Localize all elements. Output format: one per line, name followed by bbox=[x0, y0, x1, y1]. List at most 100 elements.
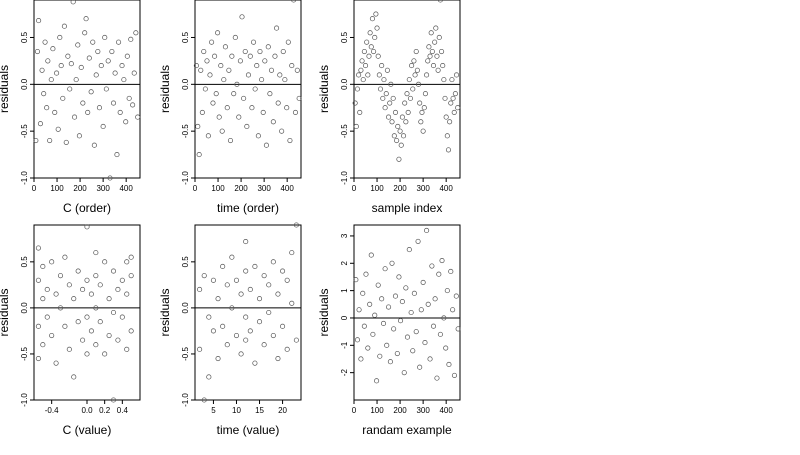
y-tick-label: -0.5 bbox=[340, 124, 349, 138]
plot-frame bbox=[353, 0, 461, 179]
data-point bbox=[291, 0, 297, 3]
data-point bbox=[68, 61, 74, 67]
y-tick-label: -1.0 bbox=[340, 171, 349, 185]
y-tick-label: 0.0 bbox=[181, 78, 190, 90]
data-point bbox=[374, 25, 380, 31]
y-tick-label: 3 bbox=[340, 233, 349, 238]
data-point bbox=[201, 273, 207, 279]
data-point bbox=[259, 77, 265, 83]
y-tick-label: 0.0 bbox=[340, 78, 349, 90]
data-point bbox=[131, 70, 137, 76]
data-point bbox=[399, 299, 405, 305]
x-tick-label: 200 bbox=[393, 406, 407, 415]
data-point bbox=[57, 305, 64, 311]
data-point bbox=[386, 114, 392, 120]
data-point bbox=[80, 286, 86, 293]
data-point bbox=[52, 109, 58, 115]
x-tick-label: 300 bbox=[416, 406, 430, 415]
data-point bbox=[50, 46, 56, 52]
data-point bbox=[239, 14, 245, 20]
data-point bbox=[359, 58, 365, 64]
x-tick-label: 100 bbox=[370, 406, 384, 415]
data-point bbox=[86, 55, 92, 61]
data-point bbox=[413, 329, 419, 335]
data-point bbox=[65, 53, 71, 59]
x-tick-label: 0 bbox=[352, 184, 357, 193]
data-point bbox=[373, 11, 379, 17]
data-point bbox=[71, 296, 77, 302]
x-tick-label: 200 bbox=[73, 184, 87, 193]
data-point bbox=[222, 44, 228, 50]
data-point bbox=[80, 337, 86, 343]
data-point bbox=[358, 356, 364, 362]
data-point bbox=[210, 100, 216, 106]
data-point bbox=[62, 254, 68, 260]
data-point bbox=[441, 315, 447, 321]
data-point bbox=[375, 282, 381, 288]
data-point bbox=[227, 137, 234, 144]
data-point bbox=[62, 323, 68, 329]
data-point bbox=[130, 102, 136, 108]
data-point bbox=[267, 91, 273, 97]
data-point bbox=[294, 67, 300, 73]
x-tick-label: 400 bbox=[439, 184, 453, 193]
data-point bbox=[255, 133, 261, 139]
data-point bbox=[289, 300, 295, 306]
data-point bbox=[280, 48, 286, 55]
y-tick-label: 0.5 bbox=[181, 256, 190, 268]
data-point bbox=[439, 257, 445, 264]
data-point bbox=[93, 305, 99, 311]
x-tick-label: 10 bbox=[232, 406, 241, 415]
panel-randam-example: 0 100 200 300 400 -2 -1 0 1 2 3 randam example resid… bbox=[317, 224, 461, 437]
data-point bbox=[83, 16, 89, 22]
data-point bbox=[384, 67, 390, 73]
data-point bbox=[219, 128, 225, 134]
data-point bbox=[256, 319, 263, 325]
data-point bbox=[434, 375, 440, 381]
data-point bbox=[100, 123, 106, 130]
data-point bbox=[451, 109, 457, 115]
data-point bbox=[67, 86, 73, 92]
plot-frame bbox=[33, 224, 141, 401]
data-point bbox=[40, 296, 46, 302]
data-point bbox=[39, 67, 45, 73]
data-point bbox=[451, 372, 458, 378]
data-point bbox=[396, 156, 402, 162]
data-point bbox=[358, 67, 364, 73]
data-point bbox=[84, 277, 90, 283]
data-point bbox=[415, 81, 422, 87]
data-point bbox=[124, 259, 130, 265]
y-tick-label: 0.5 bbox=[20, 31, 29, 43]
data-point bbox=[95, 48, 101, 55]
data-point bbox=[352, 100, 358, 106]
y-tick-label: 0.5 bbox=[20, 256, 29, 268]
data-point bbox=[364, 39, 370, 45]
data-point bbox=[197, 346, 203, 352]
data-point bbox=[412, 72, 418, 78]
data-point bbox=[72, 114, 78, 120]
data-point bbox=[55, 126, 61, 132]
data-point bbox=[448, 268, 454, 275]
data-point bbox=[229, 254, 235, 260]
data-point bbox=[47, 137, 53, 144]
data-point bbox=[112, 70, 118, 76]
y-axis-label: residuals bbox=[0, 65, 11, 113]
data-point bbox=[366, 53, 372, 59]
data-point bbox=[103, 86, 109, 92]
data-point bbox=[397, 318, 404, 324]
y-tick-label: -1.0 bbox=[20, 171, 29, 185]
data-point bbox=[363, 271, 369, 277]
data-point bbox=[119, 314, 125, 320]
data-point bbox=[115, 286, 121, 293]
data-point bbox=[42, 39, 48, 45]
data-point bbox=[263, 142, 269, 148]
data-point bbox=[199, 109, 205, 115]
data-point bbox=[284, 277, 290, 283]
data-point bbox=[425, 301, 431, 307]
data-point bbox=[102, 259, 108, 265]
x-axis-label: C (value) bbox=[63, 423, 112, 437]
x-tick-label: 400 bbox=[280, 184, 294, 193]
data-point bbox=[73, 77, 79, 83]
y-axis-label: residuals bbox=[317, 288, 331, 336]
data-point bbox=[437, 331, 443, 337]
